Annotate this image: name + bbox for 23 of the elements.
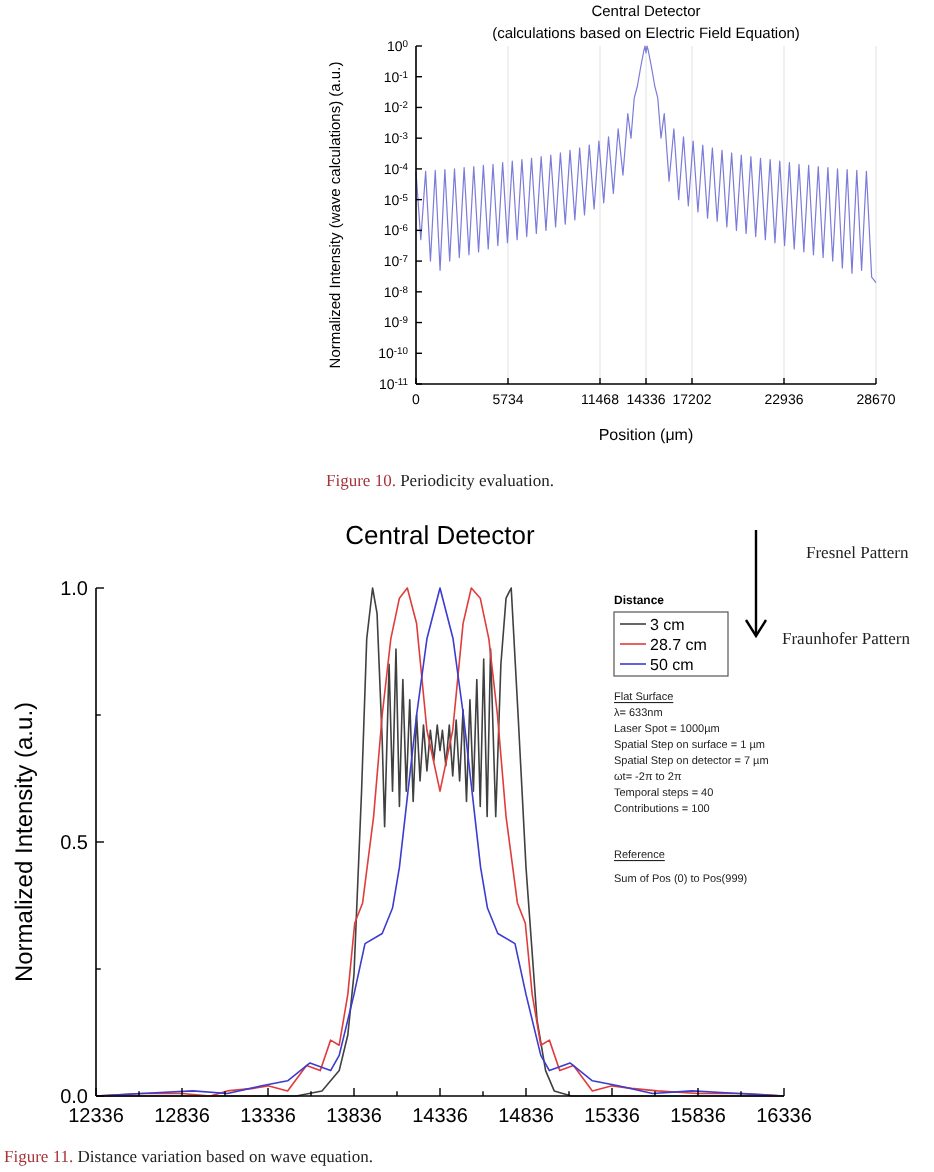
- x-tick-label: 12836: [154, 1106, 211, 1128]
- x-axis-title: Position (μm): [598, 426, 694, 444]
- x-tick-label: 15336: [584, 1106, 641, 1128]
- text: Fresnel Pattern: [806, 542, 910, 562]
- legend-label: 50 cm: [650, 656, 695, 674]
- x-tick-label: 14836: [498, 1106, 555, 1128]
- y-axis-title: Normalized Intensity (a.u.): [10, 701, 38, 983]
- x-tick-label: 13336: [240, 1106, 297, 1128]
- y-tick-label: 0.0: [60, 1087, 89, 1109]
- x-tick-label: 16336: [756, 1106, 813, 1128]
- x-tick-label: 12336: [68, 1106, 125, 1128]
- legend-label: 28.7 cm: [650, 636, 708, 654]
- chart-title: Central Detector: [345, 520, 536, 550]
- y-tick-label: 1.0: [60, 579, 89, 601]
- x-tick-label: 14336: [412, 1106, 469, 1128]
- caption: Figure 11. Distance variation based on wave equation.: [4, 1146, 374, 1166]
- x-tick-label: 15836: [670, 1106, 727, 1128]
- line-series: [415, 45, 877, 284]
- annotation: Fraunhofer Pattern: [782, 628, 912, 648]
- legend-label: 3 cm: [650, 616, 686, 634]
- y-tick-label: 0.5: [60, 833, 89, 855]
- caption: Figure 10. Periodicity evaluation.: [326, 470, 555, 490]
- x-tick-label: 13836: [326, 1106, 383, 1128]
